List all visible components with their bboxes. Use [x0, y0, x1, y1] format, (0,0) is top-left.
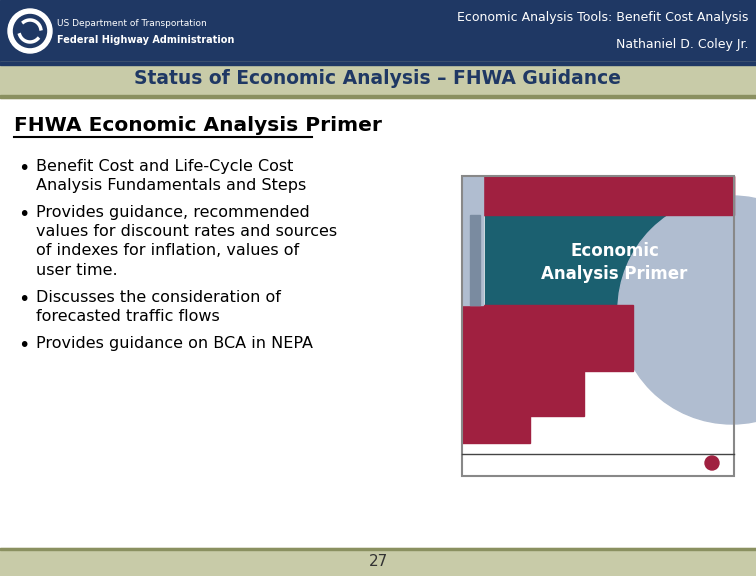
Bar	[462, 176, 483, 305]
Bar	[462, 176, 734, 215]
Bar	[0, 0, 756, 62]
Text: Economic Analysis Tools: Benefit Cost Analysis: Economic Analysis Tools: Benefit Cost An…	[457, 11, 748, 24]
Bar	[462, 416, 530, 443]
Text: Status of Economic Analysis – FHWA Guidance: Status of Economic Analysis – FHWA Guida…	[135, 70, 621, 89]
Circle shape	[8, 9, 52, 53]
Text: Provides guidance, recommended
values for discount rates and sources
of indexes : Provides guidance, recommended values fo…	[36, 205, 337, 278]
Text: FHWA Economic Analysis Primer: FHWA Economic Analysis Primer	[14, 116, 382, 135]
Bar	[0, 548, 756, 550]
Text: •: •	[18, 336, 29, 355]
Bar	[0, 548, 756, 576]
Bar	[462, 176, 734, 476]
Bar	[462, 176, 734, 476]
Bar	[0, 98, 756, 548]
Text: Nathaniel D. Coley Jr.: Nathaniel D. Coley Jr.	[615, 38, 748, 51]
Bar	[485, 215, 734, 305]
Text: Federal Highway Administration: Federal Highway Administration	[57, 35, 234, 46]
Text: •: •	[18, 159, 29, 178]
Text: 27: 27	[368, 555, 388, 570]
Bar	[0, 62, 756, 65]
Circle shape	[618, 196, 756, 424]
Bar	[462, 176, 734, 215]
Bar	[462, 305, 633, 371]
Circle shape	[14, 14, 47, 47]
Bar	[0, 62, 756, 98]
Text: US Department of Transportation: US Department of Transportation	[57, 19, 206, 28]
Bar	[470, 215, 480, 305]
Text: Discusses the consideration of
forecasted traffic flows: Discusses the consideration of forecaste…	[36, 290, 281, 324]
Circle shape	[705, 456, 719, 470]
Bar	[462, 371, 584, 416]
Text: Economic
Analysis Primer: Economic Analysis Primer	[541, 242, 688, 283]
Bar	[0, 95, 756, 98]
Text: Provides guidance on BCA in NEPA: Provides guidance on BCA in NEPA	[36, 336, 313, 351]
Text: •: •	[18, 290, 29, 309]
Text: Benefit Cost and Life-Cycle Cost
Analysis Fundamentals and Steps: Benefit Cost and Life-Cycle Cost Analysi…	[36, 159, 306, 193]
Text: •: •	[18, 205, 29, 224]
